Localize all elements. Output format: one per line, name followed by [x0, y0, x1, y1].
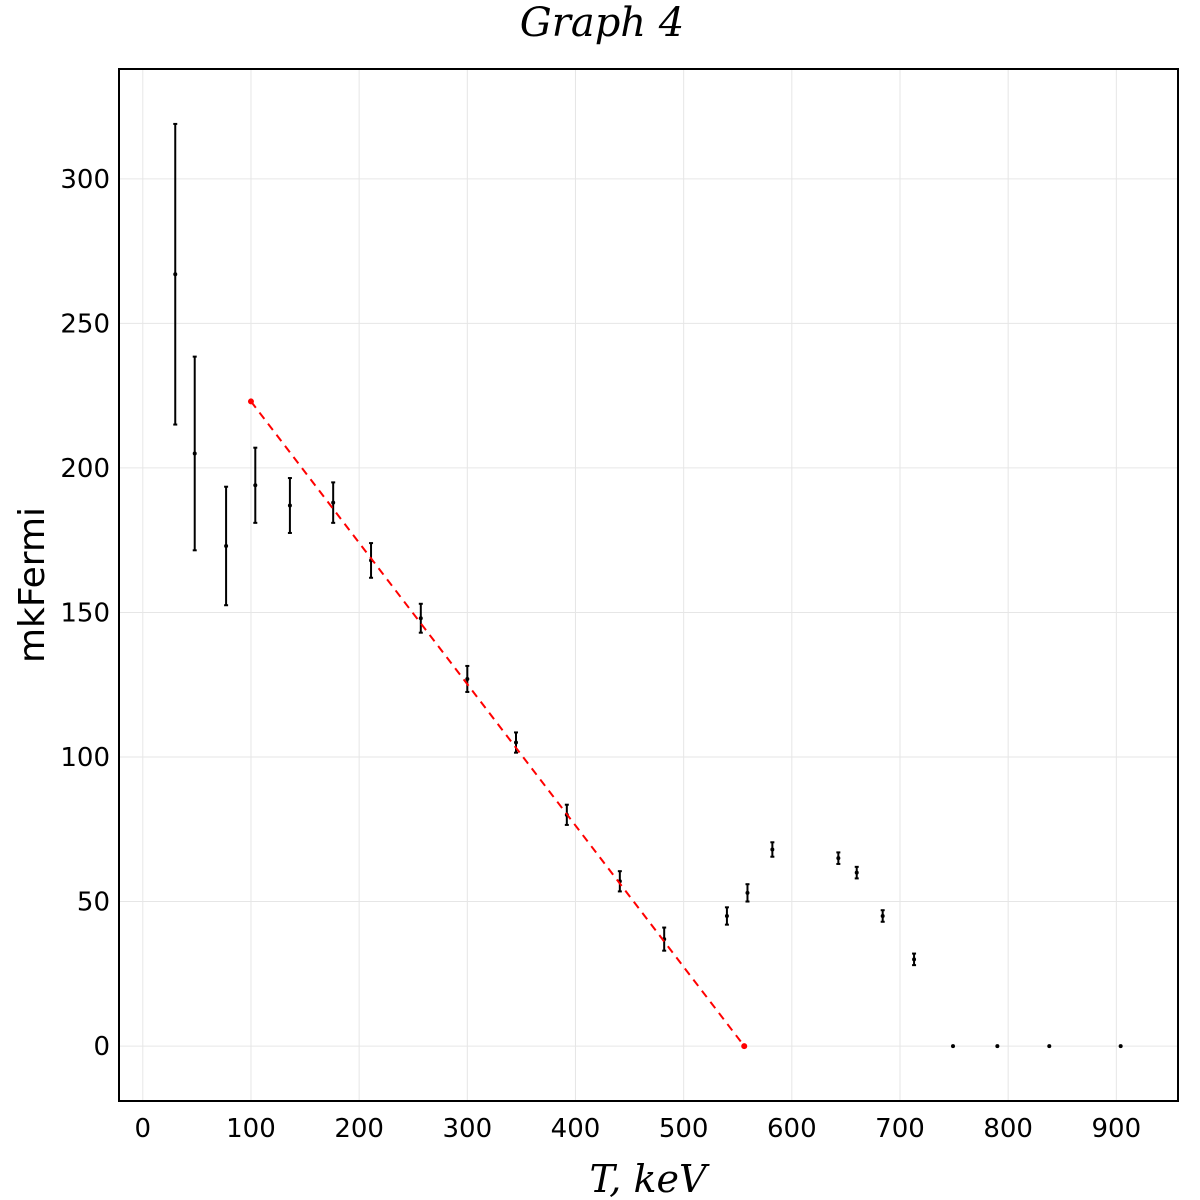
x-tick-label: 0 [135, 1114, 152, 1144]
point-marker [1118, 1044, 1123, 1049]
x-tick-label: 800 [983, 1114, 1033, 1144]
data-point [465, 664, 470, 693]
y-tick-label: 50 [77, 888, 110, 918]
x-tick-label: 600 [767, 1114, 817, 1144]
point-marker [173, 272, 178, 277]
y-tick-label: 200 [60, 454, 110, 484]
point-marker [465, 676, 470, 681]
data-point [173, 122, 178, 426]
x-tick-label: 300 [442, 1114, 492, 1144]
point-marker [192, 451, 197, 456]
point-marker [745, 890, 750, 895]
point-marker [912, 957, 917, 962]
y-axis-label: mkFermi [12, 507, 53, 663]
data-point [1047, 1044, 1052, 1049]
axis-ticks: 0 100 200 300 400 500 600 700 800 900 0 50 100 150 200… [60, 165, 1141, 1144]
point-marker [770, 847, 775, 852]
data-point [770, 841, 775, 858]
data-point [224, 485, 229, 607]
y-tick-label: 150 [60, 598, 110, 628]
plot-frame [118, 68, 1179, 1102]
data-point [331, 481, 336, 524]
x-tick-label: 900 [1092, 1114, 1142, 1144]
point-marker [253, 483, 258, 488]
data-point [287, 477, 292, 534]
x-tick-label: 400 [551, 1114, 601, 1144]
point-marker [995, 1044, 1000, 1049]
y-tick-label: 300 [60, 165, 110, 195]
y-tick-label: 100 [60, 743, 110, 773]
point-marker [836, 856, 841, 861]
y-tick-label: 0 [93, 1032, 110, 1062]
data-point [745, 883, 750, 903]
fit-endpoint [741, 1043, 748, 1050]
data-point [836, 851, 841, 865]
point-marker [1047, 1044, 1052, 1049]
fit-line [250, 400, 746, 1047]
data-point [912, 952, 917, 967]
data-point [995, 1044, 1000, 1049]
data-point [951, 1044, 956, 1049]
point-marker [418, 616, 423, 621]
data-point [724, 906, 729, 926]
point-marker [331, 500, 336, 505]
fit-endpoint [247, 398, 254, 405]
grid [119, 69, 1178, 1101]
point-marker [513, 740, 518, 745]
data-point [418, 602, 423, 634]
data-point [1118, 1044, 1123, 1049]
x-tick-label: 500 [659, 1114, 709, 1144]
point-marker [224, 543, 229, 548]
point-marker [951, 1044, 956, 1049]
point-marker [854, 870, 859, 875]
data-point [253, 446, 258, 524]
chart-title: Graph 4 [520, 0, 684, 46]
data-point [880, 909, 885, 923]
point-marker [880, 913, 885, 918]
data-point [854, 865, 859, 880]
data-point [192, 355, 197, 552]
data-series [173, 122, 1123, 1049]
x-tick-label: 100 [226, 1114, 276, 1144]
x-tick-label: 700 [875, 1114, 925, 1144]
y-tick-label: 250 [60, 309, 110, 339]
point-marker [287, 503, 292, 508]
fit-series [247, 398, 748, 1050]
x-tick-label: 200 [334, 1114, 384, 1144]
x-axis-label: T, keV [590, 1157, 710, 1200]
point-marker [724, 913, 729, 918]
